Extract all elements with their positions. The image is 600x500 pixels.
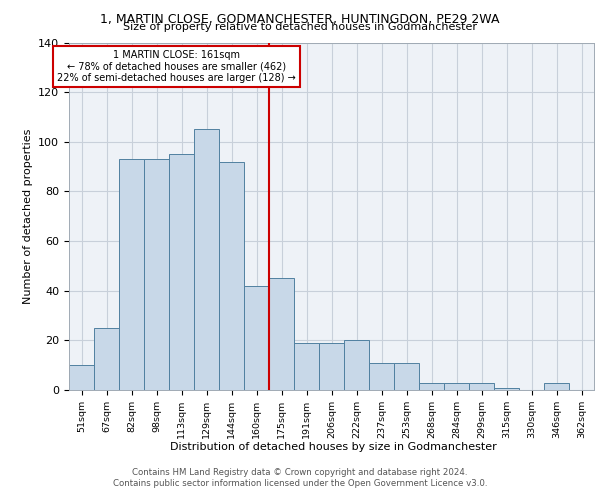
Bar [369,362,394,390]
Text: 1, MARTIN CLOSE, GODMANCHESTER, HUNTINGDON, PE29 2WA: 1, MARTIN CLOSE, GODMANCHESTER, HUNTINGD… [100,12,500,26]
Bar [144,159,169,390]
Bar [494,388,519,390]
Text: Contains HM Land Registry data © Crown copyright and database right 2024.
Contai: Contains HM Land Registry data © Crown c… [113,468,487,487]
Bar [94,328,119,390]
Text: Distribution of detached houses by size in Godmanchester: Distribution of detached houses by size … [170,442,496,452]
Bar [219,162,244,390]
Bar [394,362,419,390]
Bar [244,286,269,390]
Bar [444,382,469,390]
Bar [469,382,494,390]
Bar [194,130,219,390]
Bar [544,382,569,390]
Bar [419,382,444,390]
Bar [69,365,94,390]
Text: 1 MARTIN CLOSE: 161sqm
← 78% of detached houses are smaller (462)
22% of semi-de: 1 MARTIN CLOSE: 161sqm ← 78% of detached… [57,50,296,83]
Bar [119,159,144,390]
Bar [344,340,369,390]
Text: Size of property relative to detached houses in Godmanchester: Size of property relative to detached ho… [123,22,477,32]
Y-axis label: Number of detached properties: Number of detached properties [23,128,32,304]
Bar [319,343,344,390]
Bar [294,343,319,390]
Bar [169,154,194,390]
Bar [269,278,294,390]
